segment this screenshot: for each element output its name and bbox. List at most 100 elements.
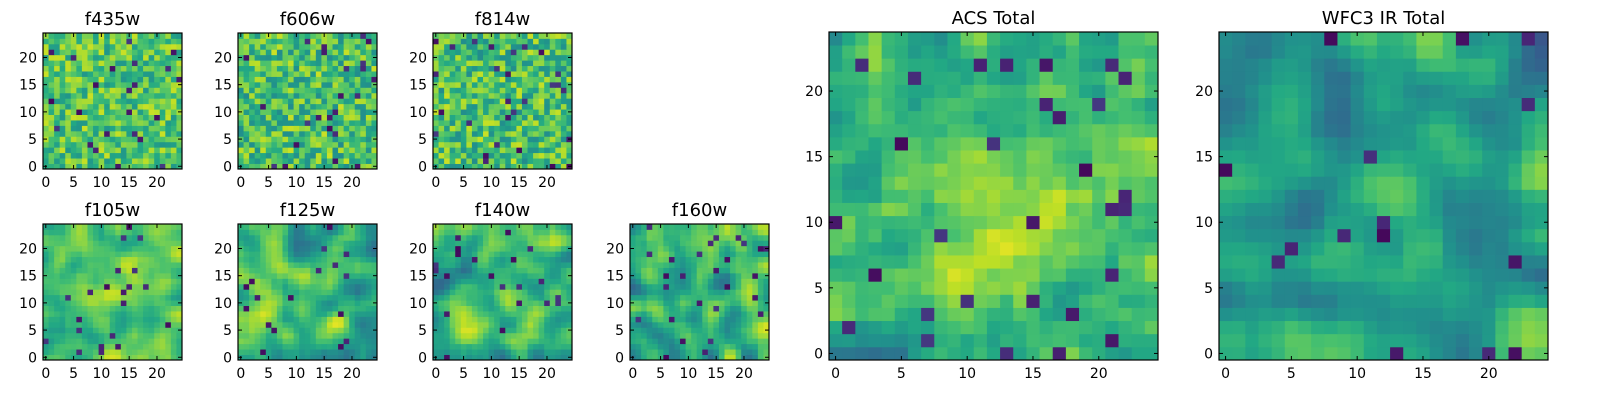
heatmap-cell (87, 103, 94, 110)
heatmap-cell (48, 332, 55, 339)
heatmap-cell (315, 125, 322, 132)
heatmap-cell (460, 103, 467, 110)
heatmap-cell (315, 87, 322, 94)
heatmap-cell (349, 147, 356, 154)
heatmap-cell (115, 81, 122, 88)
heatmap-cell (466, 343, 473, 350)
heatmap-cell (48, 81, 55, 88)
heatmap-cell (343, 109, 350, 115)
heatmap-cell (249, 305, 256, 312)
heatmap-cell (326, 327, 333, 334)
heatmap-cell (449, 332, 456, 339)
heatmap-cell (444, 240, 451, 247)
heatmap-cell (271, 76, 278, 83)
heatmap-cell (505, 120, 512, 126)
heatmap-cell (521, 354, 528, 361)
heatmap-cell (657, 343, 664, 350)
heatmap-cell (137, 321, 144, 328)
heatmap-cell (555, 251, 562, 258)
heatmap-cell (521, 76, 528, 83)
heatmap-cell (449, 65, 456, 72)
heatmap-cell (104, 256, 111, 263)
heatmap-cell (265, 289, 272, 296)
heatmap-cell (499, 163, 506, 170)
heatmap-cell (521, 152, 528, 159)
heatmap-cell (696, 251, 703, 258)
heatmap-cell (343, 332, 350, 339)
heatmap-cell (54, 321, 61, 328)
heatmap-cell (299, 289, 306, 296)
heatmap-cell (707, 229, 714, 236)
heatmap-cell (499, 65, 506, 72)
heatmap-cell (718, 240, 725, 247)
heatmap-cell (338, 114, 345, 121)
heatmap-cell (332, 289, 339, 296)
heatmap-cell (59, 283, 66, 290)
heatmap-cell (471, 141, 478, 148)
heatmap-cell (488, 54, 495, 61)
heatmap-cell (460, 141, 467, 148)
heatmap-cell (713, 349, 720, 355)
heatmap-cell (143, 278, 150, 285)
heatmap-cell (641, 354, 648, 361)
heatmap-cell (43, 234, 49, 241)
heatmap-cell (533, 338, 540, 345)
heatmap-cell (365, 256, 372, 263)
heatmap-cell (842, 241, 856, 256)
heatmap-cell (310, 98, 317, 105)
heatmap-cell (288, 71, 294, 77)
heatmap-cell (533, 81, 540, 88)
heatmap-cell (165, 38, 172, 45)
heatmap-cell (652, 332, 659, 339)
heatmap-cell (455, 125, 462, 132)
heatmap-cell (143, 224, 150, 230)
heatmap-cell (265, 103, 272, 110)
heatmap-cell (48, 278, 55, 285)
heatmap-cell (65, 38, 72, 45)
heatmap-cell (131, 224, 138, 230)
heatmap-cell (663, 316, 670, 323)
heatmap-cell (282, 103, 289, 110)
heatmap-cell (371, 349, 378, 355)
heatmap-cell (724, 272, 731, 279)
heatmap-cell (154, 98, 161, 105)
heatmap-cell (126, 87, 133, 94)
heatmap-cell (641, 343, 648, 350)
heatmap-cell (757, 234, 764, 241)
heatmap-cell (276, 49, 283, 56)
heatmap-cell (499, 354, 506, 361)
heatmap-cell (93, 38, 99, 45)
heatmap-cell (566, 267, 573, 274)
heatmap-cell (724, 311, 731, 317)
heatmap-cell (842, 307, 856, 322)
heatmap-cell (165, 251, 172, 258)
heatmap-cell (763, 234, 770, 241)
heatmap-cell (735, 267, 742, 274)
heatmap-cell (126, 289, 133, 296)
heatmap-cell (907, 202, 922, 217)
heatmap-cell (243, 300, 250, 306)
heatmap-cell (505, 256, 512, 263)
heatmap-cell (1118, 228, 1133, 243)
heatmap-cell (433, 343, 439, 350)
heatmap-cell (98, 316, 105, 323)
heatmap-cell (868, 241, 883, 256)
heatmap-cell (310, 240, 317, 247)
heatmap-cell (516, 289, 523, 296)
heatmap-cell (310, 327, 317, 334)
heatmap-cell (1039, 202, 1054, 217)
heatmap-cell (538, 92, 545, 99)
heatmap-cell (81, 141, 88, 148)
heatmap-cell (438, 71, 445, 77)
heatmap-cell (460, 125, 467, 132)
heatmap-cell (254, 141, 261, 148)
heatmap-cell (238, 120, 244, 126)
heatmap-cell (724, 234, 731, 241)
heatmap-cell (81, 278, 88, 285)
heatmap-cell (973, 241, 988, 256)
heatmap-cell (499, 256, 506, 263)
heatmap-cell (494, 65, 501, 72)
heatmap-cell (494, 349, 501, 355)
heatmap-cell (544, 158, 551, 164)
